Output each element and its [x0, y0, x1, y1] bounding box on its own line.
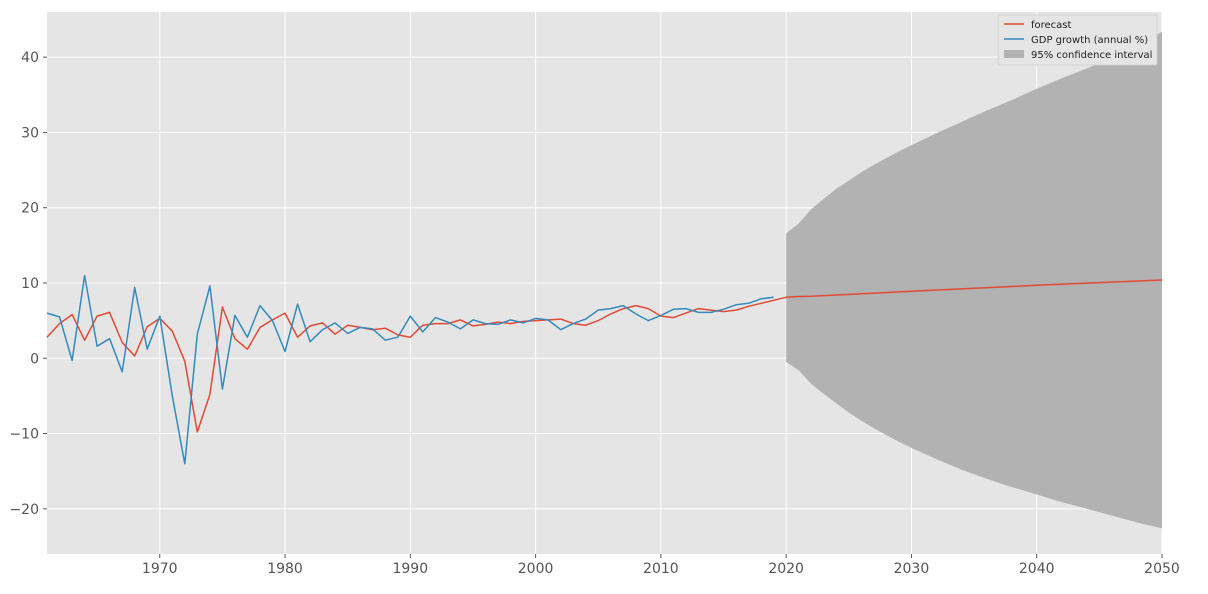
y-tick-label: 30 [21, 125, 39, 141]
series-lines [46, 274, 1163, 465]
y-tick-label: 10 [21, 276, 39, 292]
x-tick-label: 1980 [267, 561, 303, 577]
x-tick-label: 2030 [894, 561, 930, 577]
x-tick-label: 2000 [518, 561, 554, 577]
x-tick-label: 1970 [142, 561, 178, 577]
legend-swatch-ci [1004, 50, 1024, 58]
x-tick-label: 2020 [768, 561, 804, 577]
legend-label-gdp: GDP growth (annual %) [1031, 35, 1148, 46]
confidence-band [786, 31, 1162, 529]
y-tick-label: −20 [9, 502, 39, 518]
legend-label-forecast: forecast [1031, 20, 1072, 31]
y-tick-label: 20 [21, 201, 39, 217]
y-tick-label: 0 [30, 351, 39, 367]
x-tick-label: 1990 [392, 561, 428, 577]
legend: forecast GDP growth (annual %) 95% confi… [997, 14, 1158, 66]
y-axis: −20 −10 0 10 20 30 40 [9, 50, 47, 518]
x-tick-label: 2040 [1019, 561, 1055, 577]
confidence-interval-area [786, 31, 1162, 529]
x-axis: 1970 1980 1990 2000 2010 2020 2030 2040 2050 [142, 554, 1180, 577]
x-tick-label: 2050 [1144, 561, 1180, 577]
legend-label-ci: 95% confidence interval [1031, 50, 1152, 61]
y-tick-label: 40 [21, 50, 39, 66]
y-tick-label: −10 [9, 427, 39, 443]
x-tick-label: 2010 [643, 561, 679, 577]
legend-box [997, 14, 1158, 66]
gdp-growth-line [46, 274, 774, 465]
